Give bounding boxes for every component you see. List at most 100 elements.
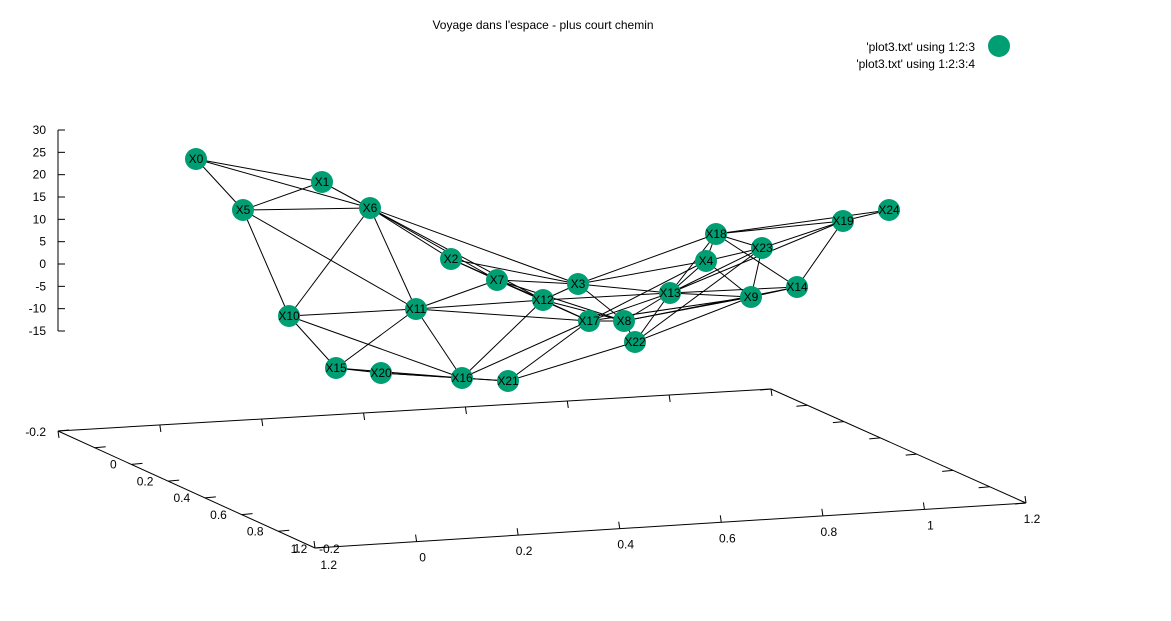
- graph-edge-X20-X21: [380, 372, 509, 382]
- y-tick-mark-far: [905, 453, 917, 456]
- x-tick-mark-back: [363, 412, 366, 421]
- node-label-X17: X17: [578, 314, 600, 328]
- y-tick-mark-far: [759, 388, 772, 391]
- node-point-X7: [486, 269, 508, 291]
- base-edge-right: [770, 388, 1027, 504]
- node-point-X8: [613, 310, 635, 332]
- z-tick-label: 0: [39, 257, 46, 271]
- x-tick-mark-back: [668, 394, 671, 403]
- graph-edge-X3-X4: [577, 260, 707, 285]
- graph-edge-X16-X12: [461, 299, 544, 379]
- node-point-X23: [751, 237, 773, 259]
- node-point-X3: [567, 273, 589, 295]
- y-tick-mark-far: [942, 469, 954, 472]
- x-tick-label: 0.4: [617, 538, 634, 552]
- graph-edge-X11-X15: [335, 308, 417, 369]
- graph-edge-X3-X18: [577, 233, 717, 285]
- graph-edge-X10-X15: [288, 315, 337, 369]
- y-axis-end-label: 1.2: [291, 542, 308, 556]
- x-tick-label: 1.2: [1024, 512, 1041, 526]
- y-tick-mark: [314, 546, 327, 549]
- graph-edge-X18-X14: [715, 233, 798, 288]
- x-tick-mark-back: [770, 388, 773, 397]
- y-tick-mark-far: [796, 404, 808, 407]
- node-label-X8: X8: [617, 314, 632, 328]
- node-point-X2: [440, 248, 462, 270]
- graph-edge-X6-X2: [369, 207, 452, 260]
- node-label-X5: X5: [236, 203, 251, 217]
- node-point-X20: [370, 362, 392, 384]
- y-tick-mark: [278, 529, 290, 532]
- x-tick-label: 0.6: [719, 531, 736, 545]
- graph-edge-X11-X12: [415, 299, 544, 310]
- y-tick-label: 0.6: [210, 508, 227, 522]
- node-point-X9: [740, 286, 762, 308]
- node-label-X0: X0: [189, 152, 204, 166]
- node-label-X13: X13: [659, 286, 681, 300]
- y-tick-label: 1.2: [320, 558, 337, 572]
- node-point-X19: [832, 210, 854, 232]
- graph-edge-X0-X6: [195, 158, 371, 209]
- z-tick-label: 5: [39, 235, 46, 249]
- graph-edge-X22-X23: [634, 247, 763, 343]
- graph-edge-X8-X14: [623, 286, 798, 322]
- y-tick-mark: [131, 462, 143, 465]
- node-label-X23: X23: [751, 241, 773, 255]
- x-tick-label: 0.2: [516, 544, 533, 558]
- node-point-X17: [578, 310, 600, 332]
- graph-edge-X12-X13: [542, 292, 671, 301]
- legend-marker-series-1: [988, 35, 1010, 57]
- graph-edge-X6-X7: [369, 207, 498, 281]
- y-tick-mark: [94, 446, 106, 449]
- node-label-X11: X11: [406, 302, 427, 316]
- node-point-X5: [232, 199, 254, 221]
- x-tick-mark: [415, 534, 418, 542]
- node-point-X12: [532, 289, 554, 311]
- x-tick-label: 0.8: [821, 525, 838, 539]
- z-tick-label: -10: [29, 302, 47, 316]
- graph-edge-X21-X17: [507, 320, 590, 382]
- graph-edge-X5-X11: [242, 209, 417, 310]
- y-tick-mark: [57, 429, 70, 432]
- node-label-X10: X10: [278, 309, 300, 323]
- x-tick-mark: [922, 502, 925, 510]
- node-label-X15: X15: [325, 361, 347, 375]
- x-tick-mark-back: [566, 400, 569, 409]
- x-tick-mark: [516, 528, 519, 536]
- y-tick-mark: [241, 513, 253, 516]
- node-point-X10: [278, 305, 300, 327]
- z-tick-label: -5: [35, 279, 46, 293]
- node-label-X20: X20: [370, 366, 392, 380]
- graph-edge-X7-X11: [415, 279, 498, 310]
- x-tick-mark: [313, 540, 316, 549]
- graph-edge-X21-X22: [507, 341, 636, 382]
- node-point-X13: [659, 282, 681, 304]
- node-point-X21: [497, 370, 519, 392]
- y-tick-mark-far: [832, 421, 844, 424]
- y-tick-mark: [168, 479, 180, 482]
- node-label-X3: X3: [571, 277, 586, 291]
- node-point-X14: [786, 276, 808, 298]
- graph-edge-X19-X14: [796, 220, 844, 288]
- y-tick-mark-far: [978, 486, 990, 489]
- z-tick-label: -15: [29, 324, 47, 338]
- y-tick-label: 0.2: [137, 474, 154, 488]
- node-label-X9: X9: [744, 290, 759, 304]
- node-point-X1: [311, 171, 333, 193]
- node-point-X16: [451, 367, 473, 389]
- graph-edge-X1-X5: [242, 181, 323, 211]
- base-edge-back: [57, 388, 772, 432]
- graph-edge-X18-X24: [715, 209, 890, 235]
- graph-edge-X16-X17: [461, 320, 590, 379]
- node-label-X14: X14: [786, 280, 808, 294]
- node-point-X18: [705, 223, 727, 245]
- graph-edge-X13-X23: [669, 247, 763, 294]
- node-label-X12: X12: [532, 293, 554, 307]
- graph-edge-X11-X10: [288, 308, 417, 317]
- graph-edge-X7-X3: [496, 279, 579, 285]
- graph-edge-X17-X4: [588, 260, 707, 322]
- node-point-X11: [405, 298, 427, 320]
- x-tick-label: 0: [419, 551, 426, 565]
- node-label-X6: X6: [363, 201, 378, 215]
